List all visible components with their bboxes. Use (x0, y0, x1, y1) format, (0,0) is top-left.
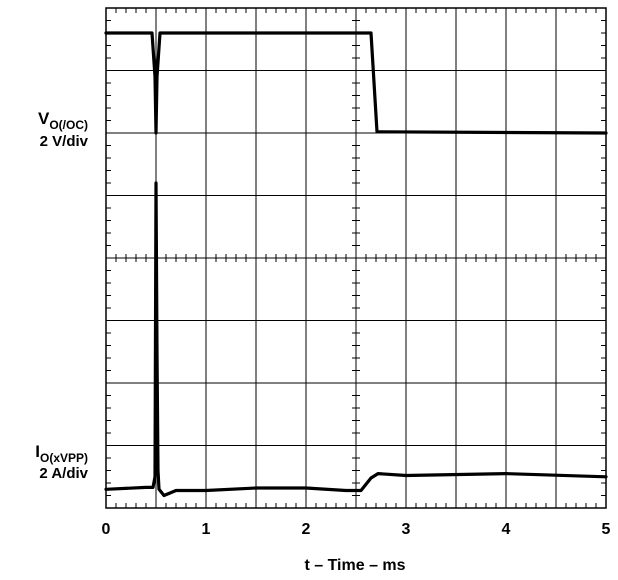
x-tick-label: 0 (102, 521, 111, 538)
grid (105, 7, 607, 509)
x-tick-label: 1 (202, 521, 211, 538)
v-channel-label: VO(/OC) (38, 109, 88, 132)
i-channel-scale: 2 A/div (39, 465, 88, 482)
x-axis-label: t – Time – ms (304, 557, 405, 574)
x-tick-label: 3 (402, 521, 411, 538)
x-tick-label: 5 (602, 521, 611, 538)
i-channel-label: IO(xVPP) (35, 442, 88, 465)
voltage-trace (104, 31, 608, 135)
v-channel-scale: 2 V/div (40, 133, 89, 150)
current-trace (104, 181, 608, 498)
labels: VO(/OC) 2 V/div IO(xVPP) 2 A/div t – Tim… (35, 109, 610, 574)
x-tick-label: 4 (502, 521, 511, 538)
x-tick-label: 2 (302, 521, 311, 538)
traces (104, 31, 608, 498)
